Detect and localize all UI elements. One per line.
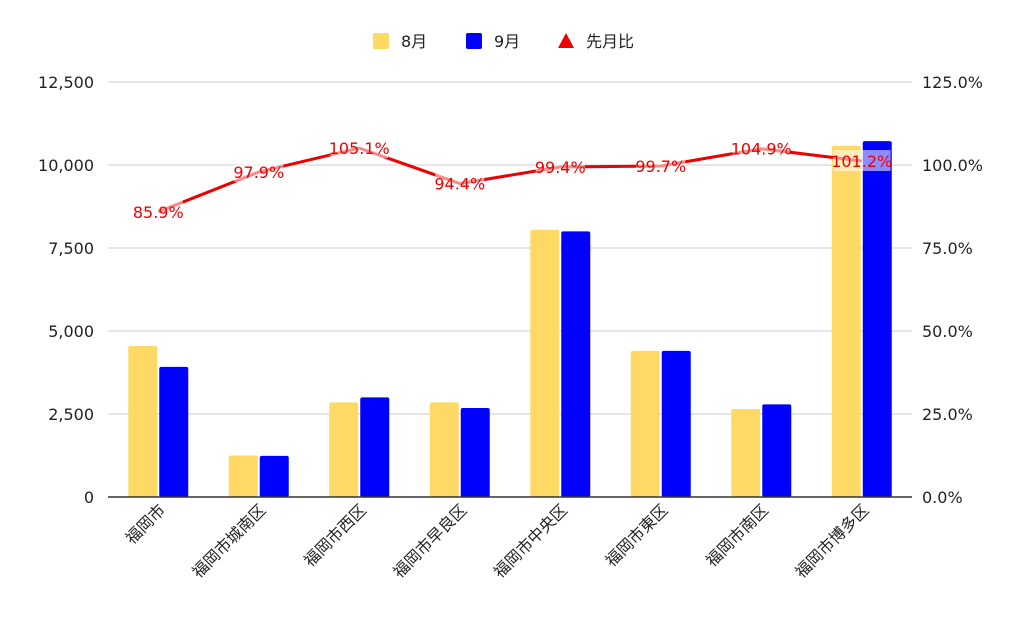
bar-8月-福岡市東区 xyxy=(630,350,660,497)
data-label-bg xyxy=(732,137,791,159)
data-label: 99.4% xyxy=(535,158,586,177)
bar-8月-福岡市博多区 xyxy=(831,145,861,497)
right-axis-ticks: 0.0% 25.0% 50.0% 75.0% 100.0% 125.0% xyxy=(922,73,983,507)
data-label: 85.9% xyxy=(133,203,184,222)
bars xyxy=(128,141,892,498)
category-label: 福岡市西区 xyxy=(300,500,370,570)
legend-label: 8月 xyxy=(401,32,427,51)
bar-8月-福岡市城南区 xyxy=(228,455,258,497)
data-label: 104.9% xyxy=(731,140,792,159)
bar-9月-福岡市東区 xyxy=(661,350,691,497)
legend-swatch xyxy=(466,33,482,49)
data-label: 97.9% xyxy=(233,163,284,182)
data-label: 101.2% xyxy=(831,152,892,171)
left-tick-label: 7,500 xyxy=(48,239,94,258)
bar-9月-福岡市博多区 xyxy=(862,141,892,497)
bar-9月-福岡市城南区 xyxy=(259,455,289,497)
category-label: 福岡市中央区 xyxy=(490,500,571,581)
left-tick-label: 10,000 xyxy=(38,156,94,175)
data-label-bg xyxy=(535,155,585,177)
data-label-bg xyxy=(435,172,485,194)
bar-8月-福岡市 xyxy=(128,345,158,497)
bar-8月-福岡市西区 xyxy=(329,402,359,497)
legend-triangle-icon xyxy=(558,33,574,48)
right-tick-label: 25.0% xyxy=(922,405,973,424)
gridlines xyxy=(108,81,912,415)
category-label: 福岡市博多区 xyxy=(791,500,872,581)
left-tick-label: 12,500 xyxy=(38,73,94,92)
category-labels: 福岡市 福岡市城南区 福岡市西区 福岡市早良区 福岡市中央区 福岡市東区 福岡市南区 福岡市博… xyxy=(122,500,873,581)
left-tick-label: 0 xyxy=(84,488,94,507)
ratio-line-series: 85.9% 97.9% 105.1% 94.4% 99.4% 99.7% 104.9% 101… xyxy=(133,137,892,222)
bar-8月-福岡市南区 xyxy=(731,409,761,497)
data-label: 99.7% xyxy=(635,157,686,176)
category-label: 福岡市早良区 xyxy=(389,500,470,581)
right-tick-label: 50.0% xyxy=(922,322,973,341)
data-label-bg xyxy=(636,154,686,176)
bar-9月-福岡市中央区 xyxy=(561,231,591,497)
category-label: 福岡市 xyxy=(122,500,169,547)
legend-label: 9月 xyxy=(494,32,520,51)
left-axis-ticks: 0 2,500 5,000 7,500 10,000 12,500 xyxy=(38,73,94,507)
category-label: 福岡市東区 xyxy=(602,500,672,570)
data-label: 94.4% xyxy=(434,175,485,194)
category-label: 福岡市南区 xyxy=(702,500,772,570)
right-tick-label: 125.0% xyxy=(922,73,983,92)
data-label-bg xyxy=(330,137,389,159)
bar-8月-福岡市早良区 xyxy=(429,402,459,497)
category-label: 福岡市城南区 xyxy=(188,500,269,581)
left-tick-label: 5,000 xyxy=(48,322,94,341)
legend-label: 先月比 xyxy=(586,32,634,51)
bar-9月-福岡市南区 xyxy=(762,404,792,497)
bar-9月-福岡市 xyxy=(159,366,189,497)
bar-8月-福岡市中央区 xyxy=(530,229,560,498)
bar-9月-福岡市早良区 xyxy=(460,408,490,497)
right-tick-label: 100.0% xyxy=(922,156,983,175)
data-label-bg xyxy=(234,160,284,182)
bar-9月-福岡市西区 xyxy=(360,397,390,497)
legend: 8月 9月 先月比 xyxy=(373,32,634,51)
legend-swatch xyxy=(373,33,389,49)
data-label: 105.1% xyxy=(329,139,390,158)
data-label-bg xyxy=(133,200,183,222)
right-tick-label: 75.0% xyxy=(922,239,973,258)
data-label-bg xyxy=(832,150,891,172)
right-tick-label: 0.0% xyxy=(922,488,963,507)
left-tick-label: 2,500 xyxy=(48,405,94,424)
